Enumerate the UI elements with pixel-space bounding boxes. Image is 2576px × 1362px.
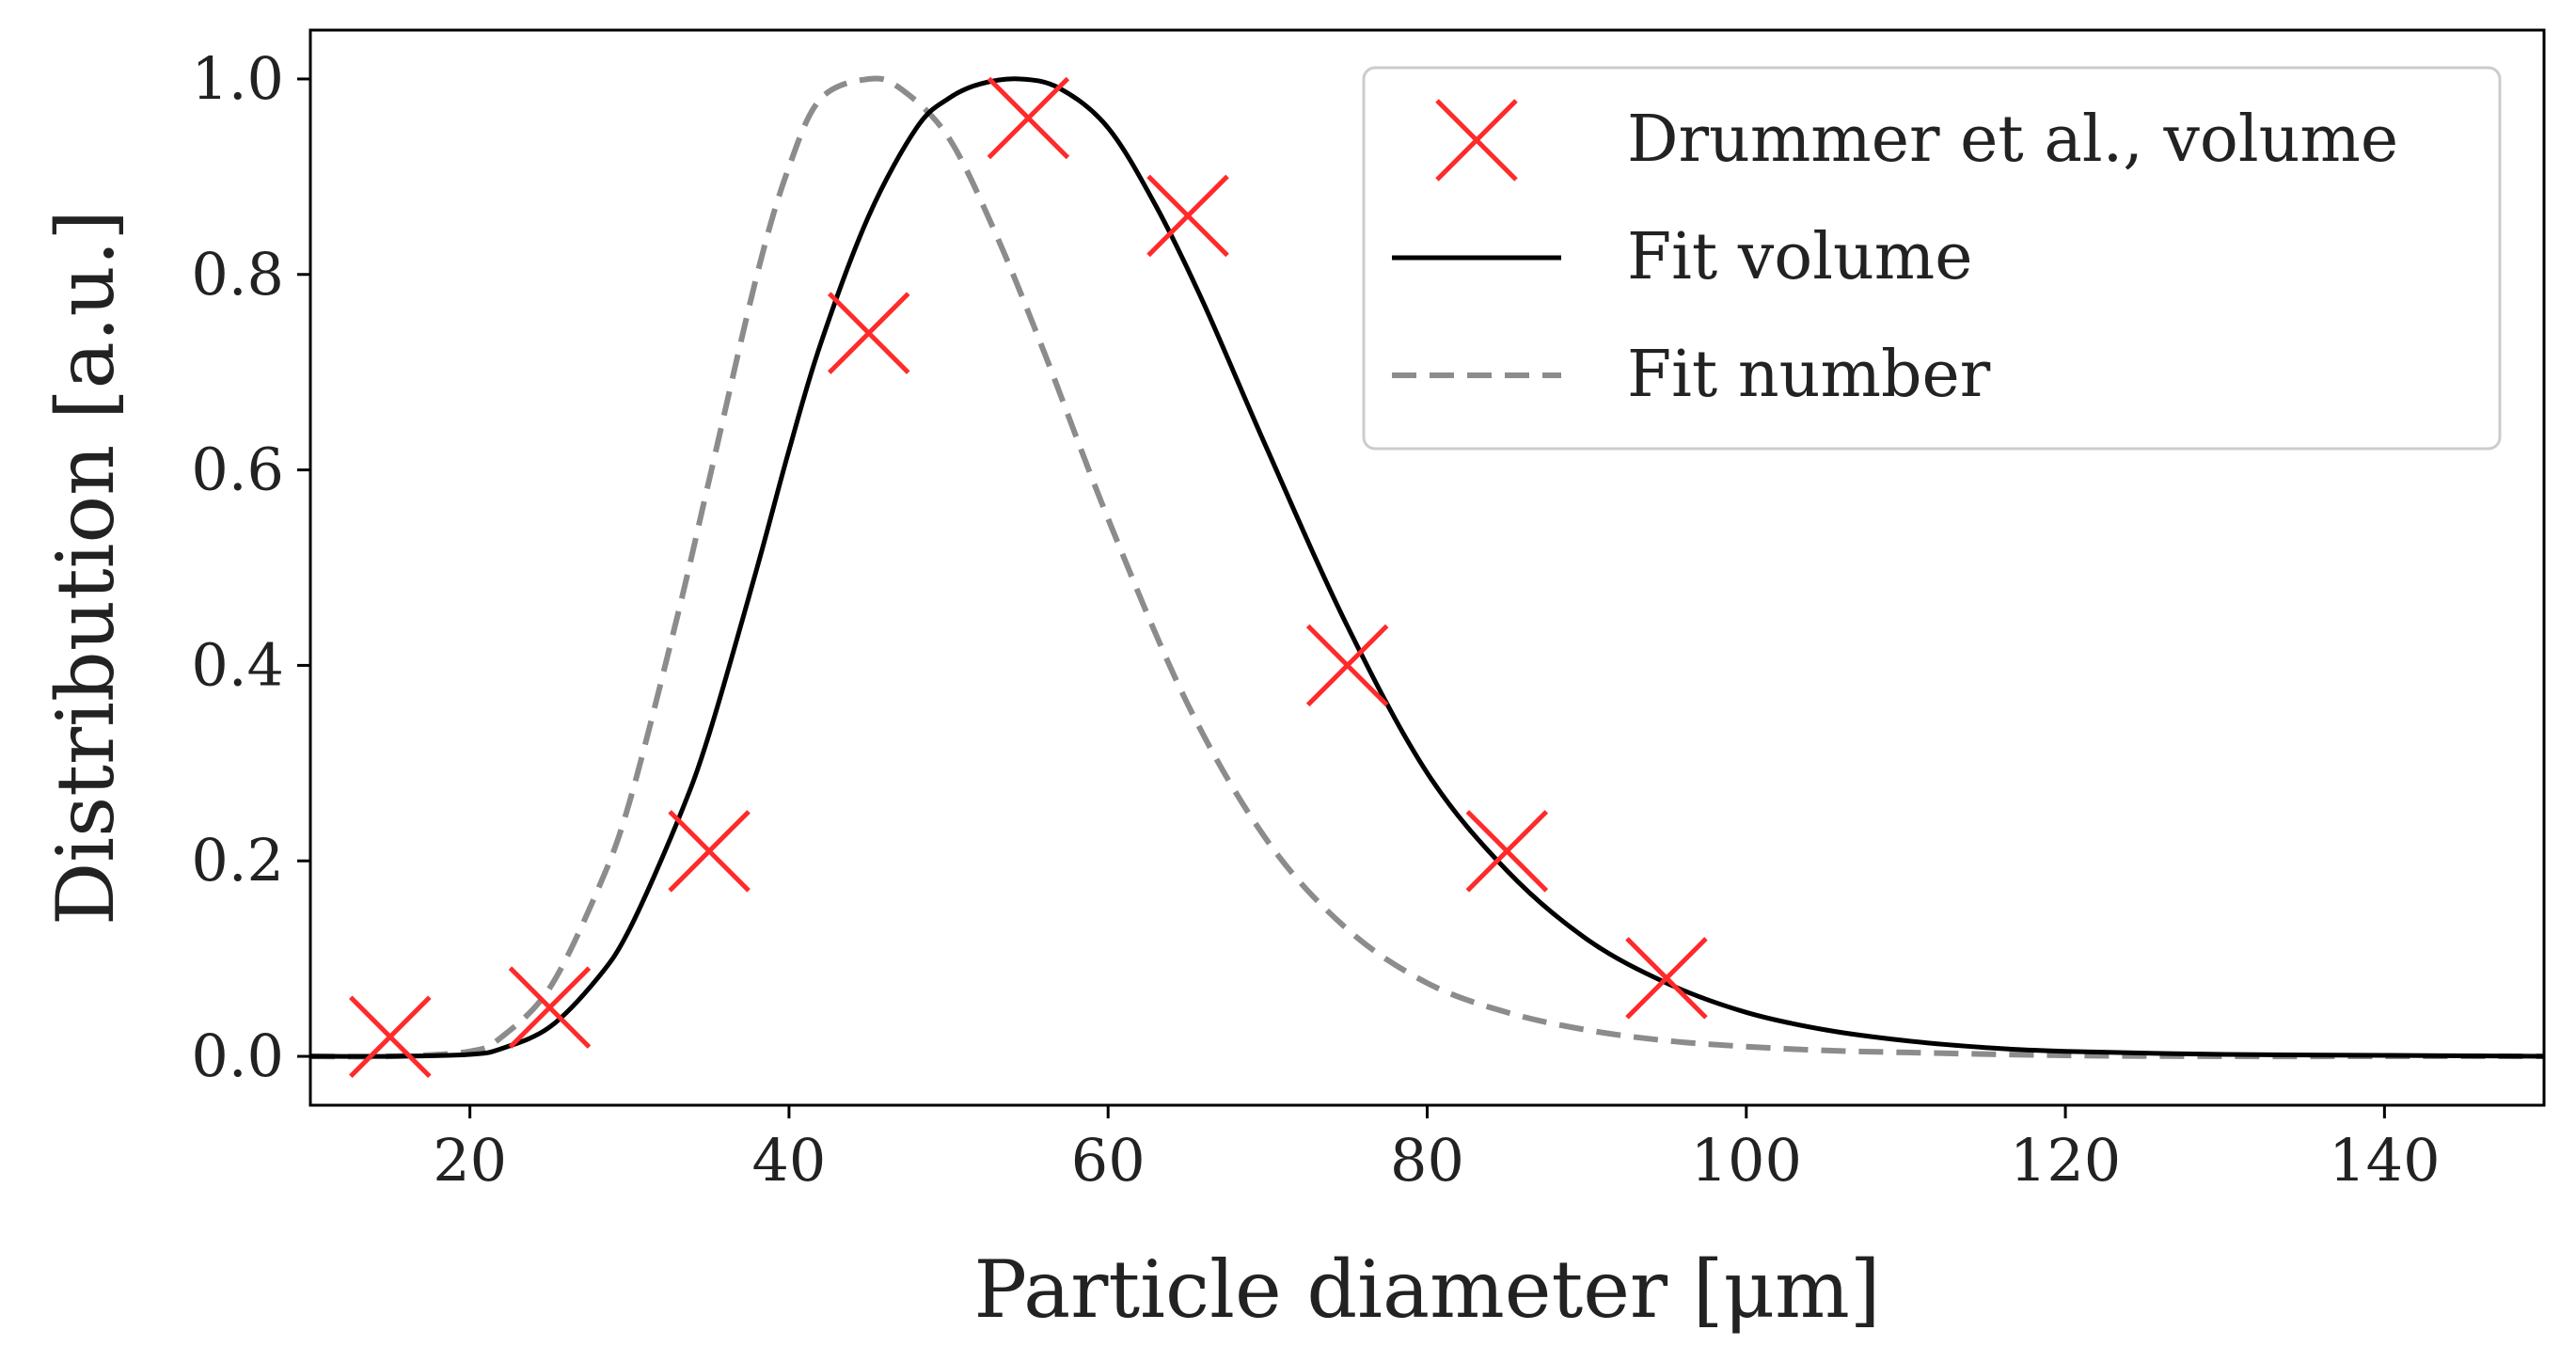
fit-volume-line: [310, 76, 2544, 1059]
x-axis-ticks: 20 40 60 80 100 120 140: [433, 1105, 2441, 1195]
y-tick-label: 1.0: [191, 44, 284, 113]
fit-number-line: [310, 75, 2544, 1060]
x-tick-label: 100: [1691, 1126, 1802, 1195]
data-point-marker: [1305, 624, 1389, 707]
y-tick-label: 0.8: [191, 240, 284, 309]
data-point-marker: [349, 995, 432, 1079]
markers-layer: [349, 76, 1708, 1079]
legend-label: Fit volume: [1627, 220, 1973, 294]
x-tick-label: 80: [1390, 1126, 1464, 1195]
x-tick-label: 120: [2010, 1126, 2121, 1195]
y-tick-label: 0.0: [191, 1022, 284, 1090]
legend: Drummer et al., volume Fit volume Fit numb…: [1362, 66, 2502, 451]
y-tick-label: 0.2: [191, 826, 284, 895]
legend-label: Drummer et al., volume: [1627, 103, 2398, 177]
legend-label: Fit number: [1627, 338, 1991, 412]
y-tick-label: 0.4: [191, 630, 284, 699]
x-tick-label: 140: [2329, 1126, 2440, 1195]
legend-box: [1362, 66, 2502, 451]
curves-layer: [310, 75, 2544, 1060]
data-point-marker: [1465, 810, 1549, 893]
y-axis-ticks: 0.0 0.2 0.4 0.6 0.8 1.0: [191, 44, 310, 1090]
x-tick-label: 40: [751, 1126, 826, 1195]
data-point-marker: [1625, 937, 1708, 1020]
y-axis-label: Distribution [a.u.]: [40, 210, 132, 926]
x-axis-label: Particle diameter [μm]: [973, 1243, 1880, 1336]
data-point-marker: [827, 292, 910, 374]
legend-marker-icon: [1435, 99, 1518, 182]
x-tick-label: 60: [1071, 1126, 1146, 1195]
y-tick-label: 0.6: [191, 436, 284, 504]
data-point-marker: [508, 966, 592, 1049]
data-point-marker: [668, 810, 751, 893]
x-tick-label: 20: [433, 1126, 507, 1195]
data-point-marker: [987, 76, 1070, 160]
data-point-marker: [1146, 174, 1229, 258]
